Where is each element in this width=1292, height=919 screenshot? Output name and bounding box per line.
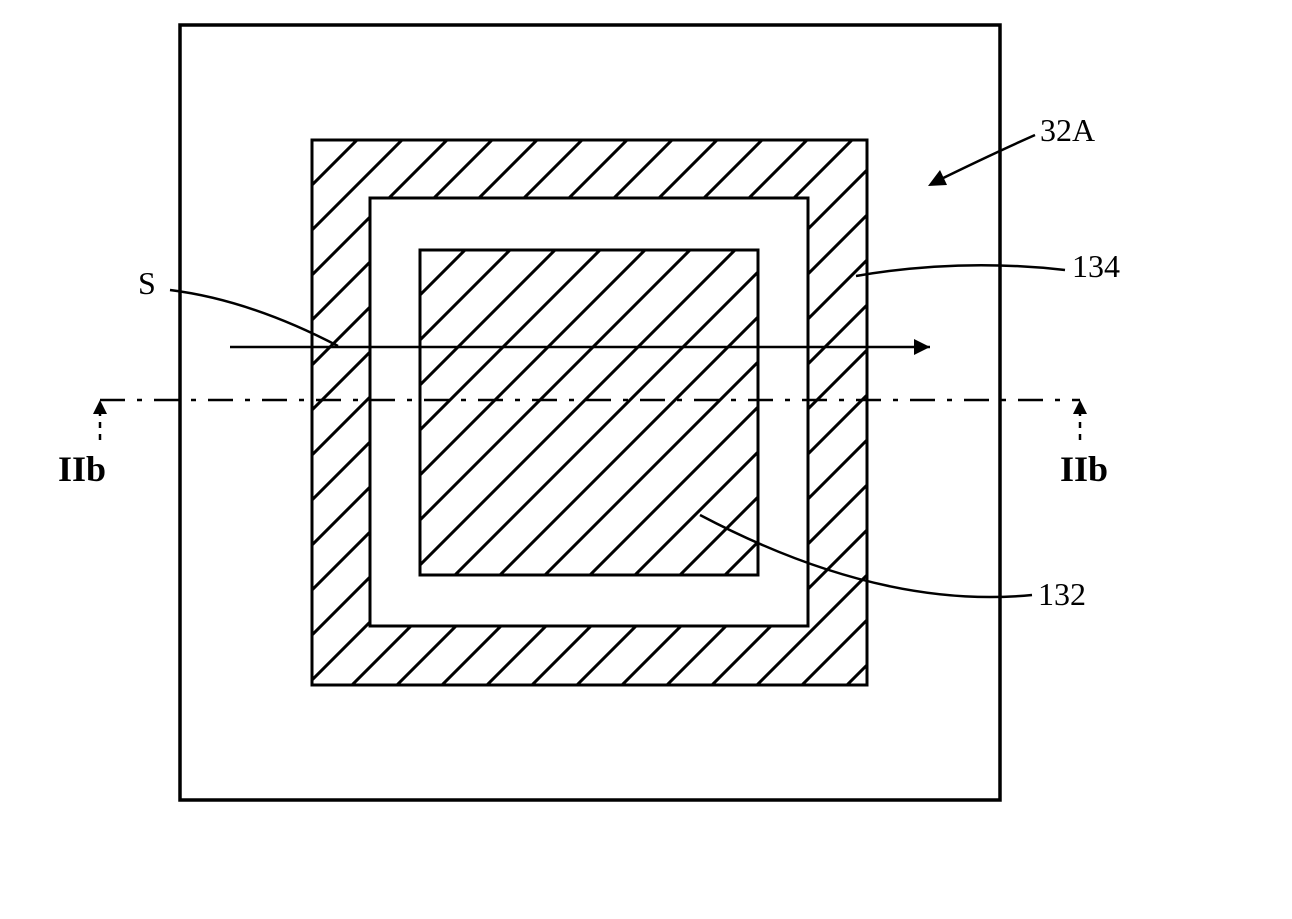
section-line bbox=[93, 400, 1087, 440]
outer-ring-hatch bbox=[212, 0, 967, 919]
label-IIb-right: IIb bbox=[1060, 448, 1108, 490]
label-IIb-left: IIb bbox=[58, 448, 106, 490]
leader-134 bbox=[856, 265, 1065, 276]
inner-square-hatch bbox=[320, 0, 858, 919]
label-S: S bbox=[138, 265, 156, 302]
technical-diagram: S 32A 134 132 IIb IIb bbox=[0, 0, 1292, 919]
label-32A: 32A bbox=[1040, 112, 1095, 149]
label-134: 134 bbox=[1072, 248, 1120, 285]
label-132: 132 bbox=[1038, 576, 1086, 613]
outer-ring-rect bbox=[312, 140, 867, 685]
leader-32A bbox=[935, 135, 1035, 182]
